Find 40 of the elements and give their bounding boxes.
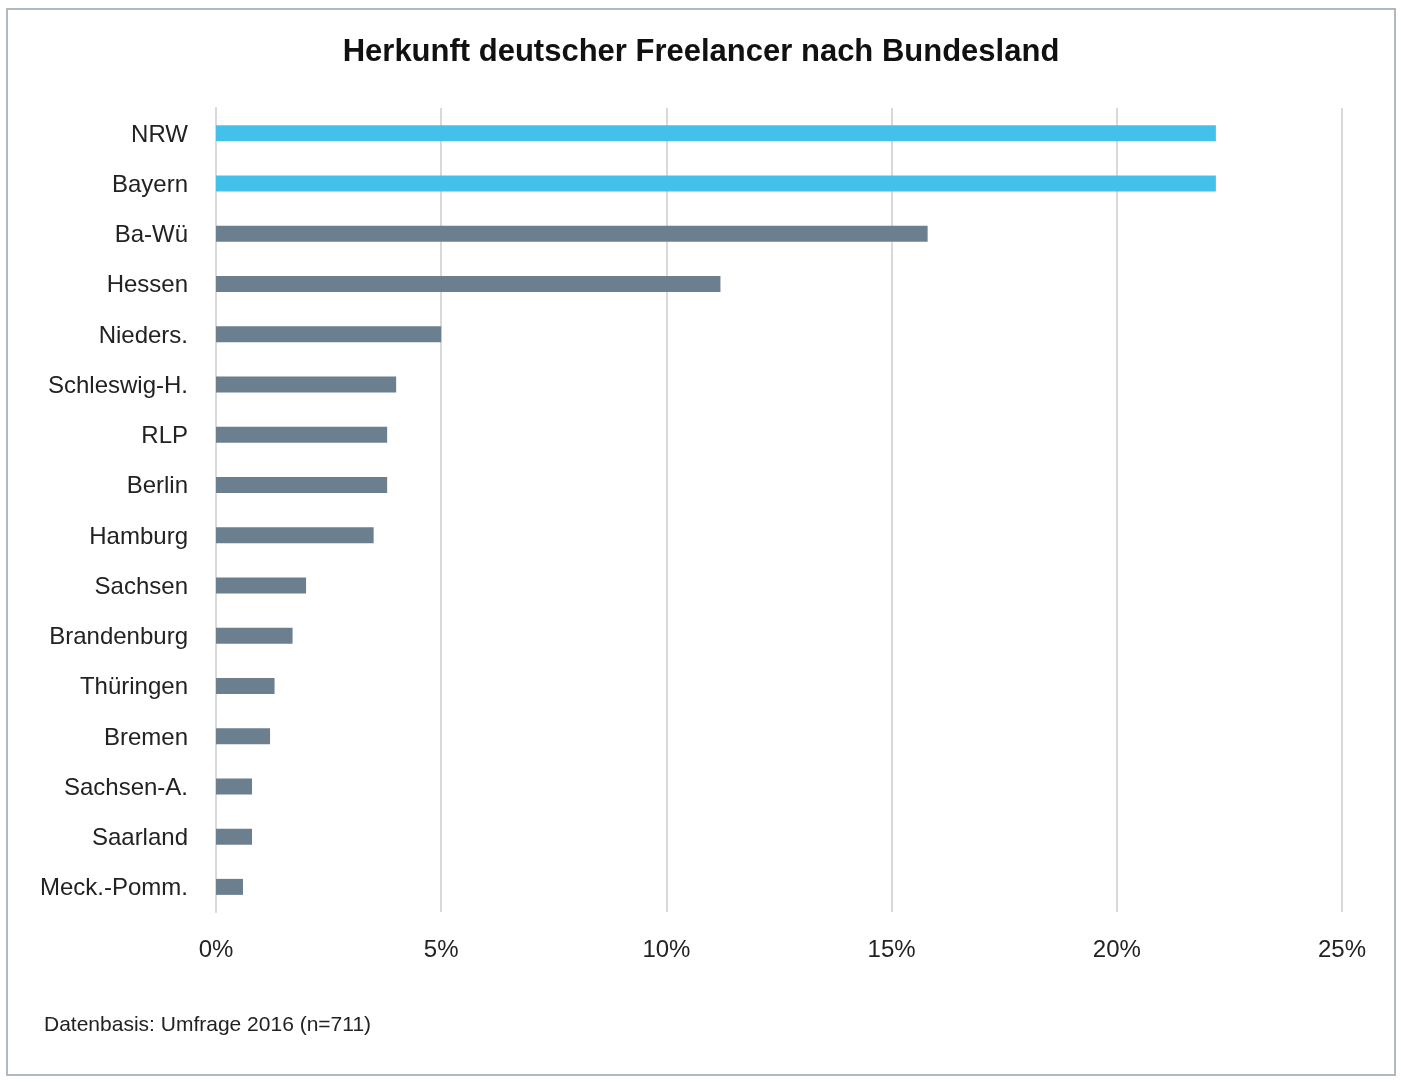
y-tick-label: RLP — [141, 421, 188, 449]
bar — [216, 225, 928, 242]
y-tick-label: NRW — [131, 119, 189, 147]
x-tick-label: 0% — [198, 934, 234, 962]
y-tick-label: Hamburg — [89, 521, 188, 549]
bar — [216, 175, 1216, 192]
y-tick-label: Berlin — [126, 471, 188, 499]
y-tick-label: Hessen — [106, 270, 188, 298]
bar — [216, 527, 374, 544]
bar — [216, 828, 253, 845]
bar — [216, 778, 253, 795]
y-tick-label: Brandenburg — [49, 622, 188, 650]
y-tick-label: Ba-Wü — [114, 220, 188, 248]
x-tick-label: 10% — [642, 934, 691, 962]
y-tick-label: Nieders. — [98, 320, 188, 348]
bar — [216, 275, 721, 292]
y-tick-label: Saarland — [91, 823, 188, 851]
x-tick-label: 25% — [1317, 934, 1367, 962]
x-tick-label: 5% — [423, 934, 459, 962]
y-tick-label: Meck.-Pomm. — [39, 873, 188, 901]
y-tick-label: Sachsen-A. — [63, 772, 188, 800]
bar — [216, 677, 275, 694]
bar — [216, 728, 271, 745]
y-tick-label: Schleswig-H. — [47, 370, 188, 398]
bar — [216, 476, 388, 493]
y-tick-label: Bayern — [111, 169, 188, 197]
y-tick-label: Sachsen — [94, 571, 188, 599]
bar — [216, 326, 442, 343]
bar — [216, 627, 293, 644]
text: Datenbasis: Umfrage 2016 (n=711) — [44, 1012, 372, 1035]
bar — [216, 426, 388, 443]
x-tick-label: 15% — [867, 934, 916, 962]
bar — [216, 878, 244, 895]
chart-title: Herkunft deutscher Freelancer nach Bundesland — [342, 33, 1060, 68]
bar — [216, 577, 307, 594]
bar — [216, 125, 1216, 142]
bar — [216, 376, 397, 393]
x-tick-label: 20% — [1092, 934, 1141, 962]
y-tick-label: Thüringen — [79, 672, 188, 700]
y-tick-label: Bremen — [103, 722, 188, 750]
